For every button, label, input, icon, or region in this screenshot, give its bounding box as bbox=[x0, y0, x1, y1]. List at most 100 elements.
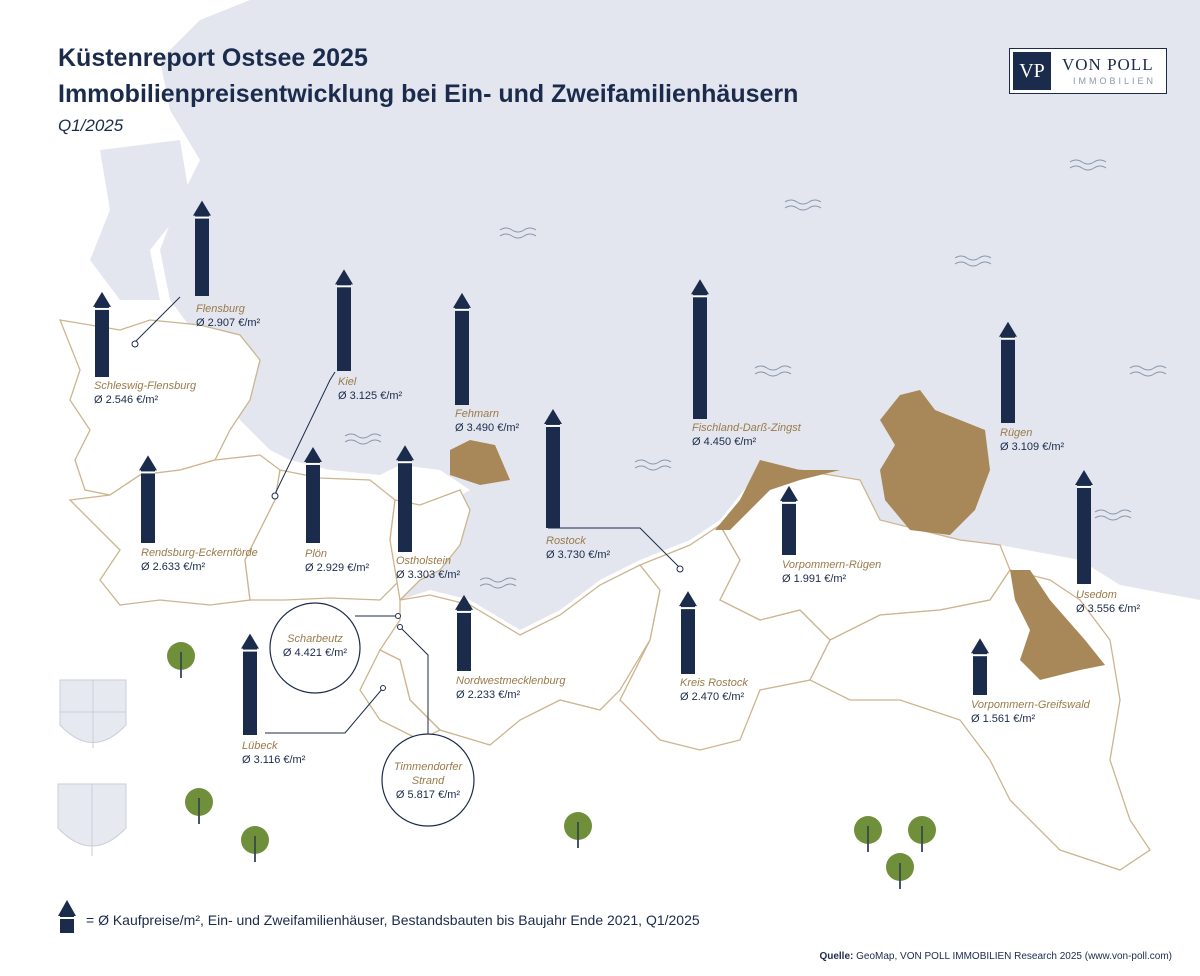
price-bar-schleswig-flensburg bbox=[93, 291, 111, 377]
region-flensburg: Flensburg Ø 2.907 €/m² bbox=[196, 302, 260, 331]
region-name: Rostock bbox=[546, 535, 586, 547]
ruegen-island bbox=[880, 390, 990, 535]
region-vorpommern-ruegen: Vorpommern-Rügen Ø 1.991 €/m² bbox=[782, 558, 881, 587]
region-price: Ø 3.116 €/m² bbox=[242, 754, 306, 766]
callout-price: Ø 5.817 €/m² bbox=[395, 789, 461, 801]
callout-name: Scharbeutz bbox=[287, 633, 343, 645]
region-price: Ø 2.633 €/m² bbox=[141, 561, 206, 573]
von-poll-logo: VP VON POLL IMMOBILIEN bbox=[1009, 48, 1167, 94]
region-name: Plön bbox=[305, 548, 328, 560]
price-bar-vorpommern-greifswald bbox=[971, 638, 989, 695]
region-nordwestmecklenburg: Nordwestmecklenburg Ø 2.233 €/m² bbox=[456, 674, 565, 703]
tree-icon bbox=[908, 816, 936, 852]
price-bar-fehmarn bbox=[453, 292, 471, 405]
source-label: Quelle: bbox=[819, 951, 854, 962]
logo-sub: IMMOBILIEN bbox=[1073, 76, 1157, 86]
price-bar-rendsburg bbox=[139, 455, 157, 543]
region-price: Ø 2.233 €/m² bbox=[456, 689, 521, 701]
tree-icons bbox=[167, 642, 936, 889]
region-ruegen: Rügen Ø 3.109 €/m² bbox=[1000, 426, 1064, 455]
connector-dots bbox=[131, 340, 684, 691]
legend-text: = Ø Kaufpreise/m², Ein- und Zweifamilien… bbox=[86, 912, 700, 928]
region-fehmarn: Fehmarn Ø 3.490 €/m² bbox=[455, 407, 519, 436]
region-name: Vorpommern-Rügen bbox=[782, 559, 882, 571]
price-bar-nordwestmecklenburg bbox=[455, 594, 473, 671]
timmendorfer-circle bbox=[381, 733, 475, 827]
source-note: Quelle: GeoMap, VON POLL IMMOBILIEN Rese… bbox=[819, 951, 1172, 962]
region-ostholstein: Ostholstein Ø 3.303 €/m² bbox=[396, 554, 460, 583]
region-rendsburg: Rendsburg-Eckernförde Ø 2.633 €/m² bbox=[141, 546, 258, 575]
region-price: Ø 3.556 €/m² bbox=[1076, 603, 1141, 615]
region-luebeck: Lübeck Ø 3.116 €/m² bbox=[242, 739, 305, 768]
callout-name-line2: Strand bbox=[411, 775, 445, 787]
report-period: Q1/2025 bbox=[58, 116, 124, 135]
region-price: Ø 4.450 €/m² bbox=[692, 436, 757, 448]
legend-house-bar-icon bbox=[58, 900, 76, 933]
region-price: Ø 3.125 €/m² bbox=[338, 390, 403, 402]
usedom-island bbox=[1010, 570, 1105, 680]
region-name: Nordwestmecklenburg bbox=[456, 675, 566, 687]
fehmarn-island bbox=[450, 440, 510, 485]
price-bar-fischland bbox=[691, 279, 709, 419]
price-bars bbox=[93, 200, 1093, 735]
callout-name-line1: Timmendorfer bbox=[393, 761, 463, 773]
price-bar-ruegen bbox=[999, 321, 1017, 423]
region-name: Fehmarn bbox=[455, 408, 500, 420]
scharbeutz-circle bbox=[269, 602, 361, 694]
tree-icon bbox=[854, 816, 882, 852]
tree-icon bbox=[185, 788, 213, 824]
region-name: Rendsburg-Eckernförde bbox=[141, 547, 258, 559]
price-bar-ostholstein bbox=[396, 445, 414, 552]
price-bar-usedom bbox=[1075, 469, 1093, 584]
region-name: Kiel bbox=[338, 376, 357, 388]
region-vorpommern-greifswald: Vorpommern-Greifswald Ø 1.561 €/m² bbox=[971, 698, 1090, 727]
price-bar-kiel bbox=[335, 269, 353, 371]
region-price: Ø 2.470 €/m² bbox=[680, 691, 745, 703]
region-price: Ø 3.490 €/m² bbox=[455, 422, 520, 434]
fischland-island bbox=[715, 460, 840, 530]
page-subtitle: Immobilienpreisentwicklung bei Ein- und … bbox=[58, 80, 799, 108]
wave-marks bbox=[344, 159, 1167, 589]
page-title: Küstenreport Ostsee 2025 bbox=[58, 44, 368, 72]
region-name: Flensburg bbox=[196, 303, 245, 315]
islands bbox=[450, 390, 1105, 680]
price-bar-flensburg bbox=[193, 200, 211, 296]
region-schleswig-flensburg: Schleswig-Flensburg Ø 2.546 €/m² bbox=[94, 379, 196, 408]
region-price: Ø 3.730 €/m² bbox=[546, 549, 611, 561]
region-name: Fischland-Darß-Zingst bbox=[692, 422, 801, 434]
region-name: Vorpommern-Greifswald bbox=[971, 699, 1090, 711]
connector-lines bbox=[134, 296, 681, 735]
price-bar-luebeck bbox=[241, 633, 259, 735]
region-name: Schleswig-Flensburg bbox=[94, 380, 197, 392]
region-price: Ø 3.109 €/m² bbox=[1000, 441, 1065, 453]
region-price: Ø 1.561 €/m² bbox=[971, 713, 1036, 725]
callout-timmendorfer: Timmendorfer Strand Ø 5.817 €/m² bbox=[380, 760, 476, 803]
source-text: GeoMap, VON POLL IMMOBILIEN Research 202… bbox=[853, 951, 1172, 962]
region-kreis-rostock: Kreis Rostock Ø 2.470 €/m² bbox=[680, 676, 748, 705]
jutland-coast bbox=[90, 140, 190, 300]
region-name: Usedom bbox=[1076, 589, 1117, 601]
coat-of-arms-mv-icon bbox=[59, 679, 127, 748]
region-price: Ø 2.907 €/m² bbox=[196, 317, 261, 329]
region-price: Ø 2.546 €/m² bbox=[94, 394, 159, 406]
price-bar-vorpommern-ruegen bbox=[780, 485, 798, 555]
tree-icon bbox=[167, 642, 195, 678]
region-name: Rügen bbox=[1000, 427, 1033, 439]
region-rostock: Rostock Ø 3.730 €/m² bbox=[546, 534, 610, 563]
tree-icon bbox=[886, 853, 914, 889]
coat-of-arms-sh-icon bbox=[57, 783, 127, 856]
logo-name: VON POLL bbox=[1062, 55, 1154, 74]
region-price: Ø 2.929 €/m² bbox=[305, 562, 370, 574]
callout-price: Ø 4.421 €/m² bbox=[282, 647, 348, 659]
tree-icon bbox=[564, 812, 592, 848]
region-price: Ø 1.991 €/m² bbox=[782, 573, 847, 585]
logo-initials: VP bbox=[1013, 52, 1051, 90]
price-bar-rostock bbox=[544, 408, 562, 528]
price-bar-ploen bbox=[304, 446, 322, 543]
region-ploen: Plön Ø 2.929 €/m² bbox=[305, 547, 369, 576]
region-name: Ostholstein bbox=[396, 555, 452, 567]
region-price: Ø 3.303 €/m² bbox=[396, 569, 461, 581]
callout-scharbeutz: Scharbeutz Ø 4.421 €/m² bbox=[270, 632, 360, 661]
region-kiel: Kiel Ø 3.125 €/m² bbox=[338, 375, 402, 404]
